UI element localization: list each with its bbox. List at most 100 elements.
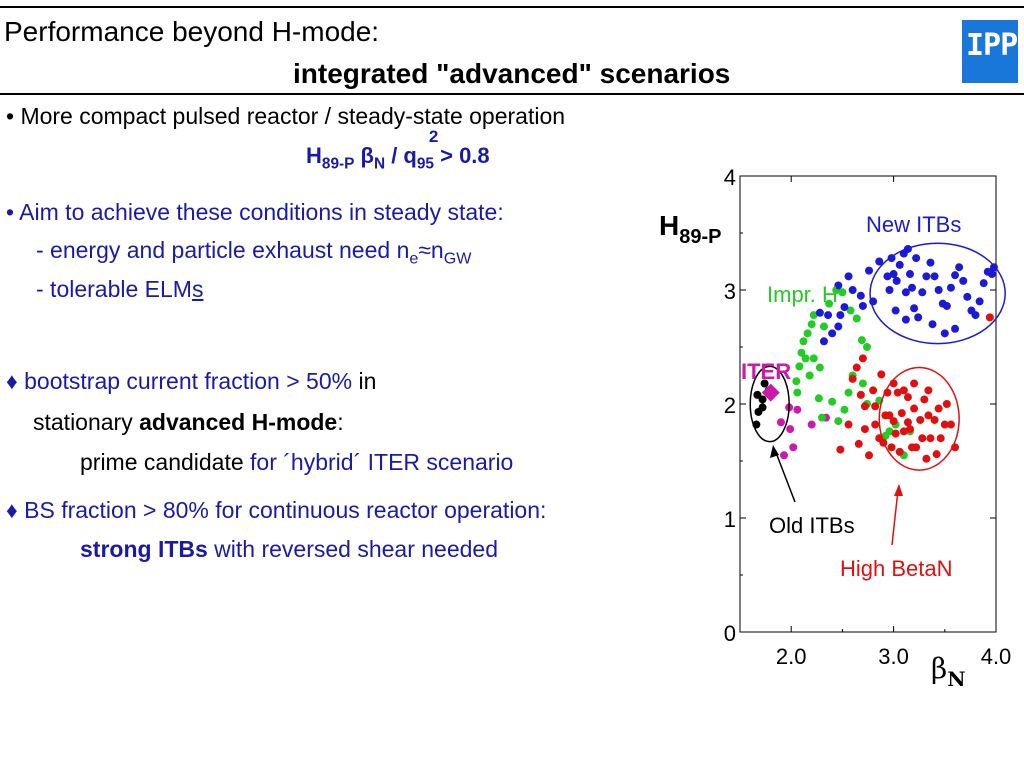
high_betan-point [869, 386, 878, 395]
iter-diamond [761, 383, 780, 402]
impr_h-point [807, 320, 816, 329]
impr_h-point [858, 379, 867, 388]
impr_h-point [825, 299, 834, 308]
new_itbs-point [951, 271, 960, 280]
impr_h-point [834, 417, 843, 426]
y-tick-label: 0 [724, 621, 736, 646]
high-betan-arrowhead [894, 484, 903, 496]
title-line-2: integrated "advanced" scenarios [293, 58, 731, 89]
new_itbs-point [908, 283, 917, 292]
high_betan-point [899, 427, 908, 436]
new_itbs-point [848, 286, 857, 294]
iter-label: ITER [741, 359, 791, 384]
bullet-bs-fraction: ♦ BS fraction > 80% for continuous react… [6, 497, 547, 523]
new_itbs-point [955, 263, 964, 272]
high_betan-point [918, 434, 927, 443]
high_betan-point [905, 425, 914, 434]
new_itbs-point [922, 272, 931, 281]
y-tick-label: 1 [724, 507, 736, 532]
elm-line: - tolerable ELMs [36, 276, 204, 302]
impr_h-point [819, 322, 828, 331]
new_itbs-point [918, 288, 927, 297]
high_betan-point [877, 370, 886, 379]
x-tick-label: 3.0 [878, 644, 909, 669]
x-axis-label: βN [931, 652, 965, 691]
header-rule [0, 93, 1024, 95]
new_itbs-point [975, 297, 984, 306]
impr_h-point [797, 348, 806, 357]
high_betan-point [922, 454, 931, 463]
high_betan-point [934, 404, 943, 413]
impr_h-point [792, 377, 801, 386]
high_betan-point [910, 404, 919, 413]
high_betan-point [860, 425, 869, 434]
new_itbs-point [979, 279, 988, 288]
new_itbs-point [901, 288, 910, 297]
high_betan-point [860, 402, 869, 411]
ipp-logo: IPP [962, 20, 1018, 83]
impr_h-point [840, 405, 849, 414]
high_betan-point [885, 411, 894, 420]
high_betan-point [932, 450, 941, 459]
new_itbs-point [930, 272, 939, 281]
impr-h-label: Impr. H [767, 282, 838, 307]
new_itbs-point [858, 301, 867, 310]
high_betan-point [865, 451, 874, 460]
high-betan-label: High BetaN [840, 556, 953, 581]
old_itbs-point [753, 390, 762, 399]
impr_h-point [793, 388, 802, 397]
high_betan-point [889, 417, 898, 426]
exhaust-line: - energy and particle exhaust need ne≈nG… [36, 237, 472, 268]
old_itbs-point [758, 403, 767, 412]
high_betan-point [858, 354, 867, 363]
new_itbs-point [840, 303, 849, 312]
new_itbs-point [934, 286, 943, 294]
impr_h-point [838, 288, 847, 297]
high_betan-point [891, 429, 900, 438]
bullet-bootstrap: ♦ bootstrap current fraction > 50% in [6, 368, 377, 394]
new_itbs-point [987, 270, 996, 279]
impr_h-point [799, 337, 808, 346]
high_betan-point [899, 386, 908, 395]
impr_h-point [817, 413, 826, 422]
strong-itbs-line: strong ITBs with reversed shear needed [80, 536, 499, 562]
high_betan-point [920, 395, 929, 404]
hybrid-line: prime candidate for ´hybrid´ ITER scenar… [80, 449, 514, 475]
impr_h-point [795, 362, 804, 371]
new_itbs-point [875, 257, 884, 266]
new_itbs-point [901, 315, 910, 324]
impr_h-point [852, 314, 861, 323]
high_betan-point [910, 379, 919, 388]
iter-point [789, 443, 798, 452]
new_itbs-point [828, 329, 837, 338]
new_itbs-point [885, 286, 894, 294]
high_betan-point [916, 415, 925, 424]
iter-point [780, 451, 789, 460]
title-line-1: Performance beyond H-mode: [4, 16, 380, 47]
impr_h-point [803, 329, 812, 338]
impr_h-point [857, 336, 866, 345]
high_betan-point [926, 434, 935, 443]
high_betan-point [930, 415, 939, 424]
iter-point [786, 425, 795, 434]
formula: H89-P βN / q 2 95 > 0.8 [306, 127, 490, 173]
new_itbs-point [959, 276, 968, 285]
high_betan-point [854, 439, 863, 448]
iter-point [793, 405, 802, 414]
old-itbs-arrowhead [770, 445, 779, 458]
new_itbs-point [856, 291, 865, 300]
new_itbs-point [865, 266, 874, 275]
high_betan-point [912, 443, 921, 452]
new_itbs-point [963, 292, 972, 301]
impr_h-point [801, 354, 810, 363]
iter-point [807, 420, 816, 429]
new_itbs-point [928, 320, 937, 329]
high_betan-point [852, 363, 861, 372]
impr_h-point [846, 306, 855, 315]
advanced-hmode-line: stationary advanced H-mode: [33, 409, 344, 435]
new_itbs-point [940, 329, 949, 338]
bullet-compact-reactor: • More compact pulsed reactor / steady-s… [6, 103, 566, 129]
x-tick-label: 4.0 [981, 644, 1012, 669]
new_itbs-point [844, 272, 853, 281]
